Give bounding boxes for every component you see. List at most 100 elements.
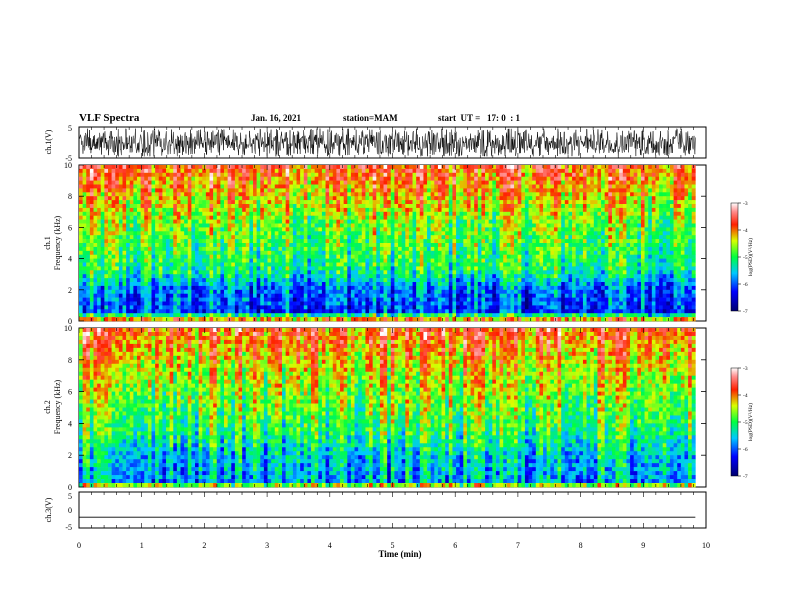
spectrogram-cell — [445, 313, 450, 318]
spectrogram-cell — [441, 282, 446, 287]
spectrogram-cell — [379, 274, 384, 279]
spectrogram-cell — [510, 192, 515, 197]
spectrogram-cell — [122, 258, 127, 263]
spectrogram-cell — [151, 262, 156, 267]
spectrogram-cell — [253, 172, 257, 177]
spectrogram-cell — [79, 184, 83, 189]
spectrogram-cell — [434, 243, 439, 248]
spectrogram-cell — [354, 285, 359, 291]
spectrogram-cell — [205, 243, 210, 248]
spectrogram-cell — [79, 200, 83, 205]
spectrogram-cell — [365, 231, 370, 236]
spectrogram-cell — [303, 219, 308, 224]
spectrogram-cell — [314, 293, 319, 298]
spectrogram-cell — [234, 165, 239, 170]
spectrogram-cell — [405, 176, 410, 181]
spectrogram-cell — [89, 168, 94, 174]
spectrogram-cell — [408, 196, 413, 201]
spectrogram-cell — [205, 219, 210, 224]
spectrogram-cell — [253, 309, 257, 314]
spectrogram-cell — [456, 180, 460, 185]
spectrogram-cell — [398, 254, 402, 259]
spectrogram-cell — [499, 172, 504, 177]
spectrogram-cell — [437, 243, 442, 248]
spectrogram-cell — [321, 266, 326, 271]
spectrogram-cell — [303, 285, 308, 291]
spectrogram-cell — [176, 246, 181, 252]
spectrogram-cell — [176, 278, 181, 283]
spectrogram-cell — [267, 301, 272, 306]
spectrogram-cell — [122, 243, 127, 248]
spectrogram-cell — [481, 227, 486, 232]
spectrogram-cell — [419, 270, 424, 275]
spectrogram-cell — [198, 239, 203, 244]
spectrogram-cell — [488, 289, 493, 294]
spectrogram-cell — [260, 231, 265, 236]
spectrogram-cell — [169, 192, 174, 197]
spectrogram-cell — [311, 317, 315, 322]
spectrogram-cell — [115, 274, 120, 279]
spectrogram-cell — [325, 305, 330, 310]
spectrogram-cell — [470, 188, 475, 193]
spectrogram-cell — [256, 266, 261, 271]
spectrogram-cell — [173, 250, 178, 255]
spectrogram-cell — [89, 293, 94, 298]
spectrogram-cell — [492, 196, 497, 201]
spectrogram-cell — [466, 192, 471, 197]
spectrogram-cell — [365, 262, 370, 267]
spectrogram-cell — [115, 204, 120, 209]
spectrogram-cell — [437, 270, 442, 275]
spectrogram-cell — [162, 235, 167, 240]
spectrogram-cell — [329, 250, 334, 255]
spectrogram-cell — [137, 301, 141, 306]
spectrogram-cell — [445, 192, 450, 197]
spectrogram-cell — [122, 239, 127, 244]
spectrogram-cell — [466, 250, 471, 255]
ch1-waveform-line — [78, 127, 696, 157]
ch1-waveform-panel: 5 -5 ch.1(V) — [44, 124, 707, 163]
spectrogram-cell — [314, 246, 319, 252]
spectrogram-cell — [332, 180, 337, 185]
spectrogram-cell — [93, 204, 98, 209]
spectrogram-cell — [405, 282, 410, 287]
spectrogram-cell — [256, 176, 261, 181]
spectrogram-cell — [100, 215, 105, 220]
spectrogram-cell — [242, 278, 247, 283]
spectrogram-cell — [303, 301, 308, 306]
spectrogram-cell — [354, 235, 359, 240]
spectrogram-cell — [278, 270, 283, 275]
spectrogram-cell — [405, 215, 410, 220]
spectrogram-cell — [89, 227, 94, 232]
spectrogram-cell — [303, 278, 308, 283]
spectrogram-cell — [376, 254, 381, 259]
spectrogram-cell — [398, 285, 402, 291]
spectrogram-cell — [253, 223, 257, 228]
spectrogram-cell — [340, 188, 344, 193]
spectrogram-cell — [459, 258, 464, 263]
spectrogram-cell — [350, 219, 355, 224]
spectrogram-cell — [195, 227, 199, 232]
spectrogram-cell — [104, 254, 109, 259]
spectrogram-cell — [176, 285, 181, 291]
spectrogram-cell — [115, 196, 120, 201]
spectrogram-cell — [108, 250, 112, 255]
spectrogram-cell — [271, 196, 276, 201]
spectrogram-cell — [499, 239, 504, 244]
spectrogram-cell — [423, 231, 428, 236]
spectrogram-cell — [129, 254, 134, 259]
spectrogram-cell — [340, 282, 344, 287]
spectrogram-cell — [387, 297, 392, 302]
spectrogram-cell — [398, 239, 402, 244]
spectrogram-cell — [231, 227, 236, 232]
spectrogram-cell — [285, 176, 290, 181]
spectrogram-cell — [321, 196, 326, 201]
spectrogram-cell — [514, 285, 518, 291]
spectrogram-cell — [137, 243, 141, 248]
spectrogram-cell — [303, 211, 308, 216]
spectrogram-cell — [224, 165, 228, 170]
spectrogram-cell — [521, 231, 526, 236]
spectrogram-cell — [129, 285, 134, 291]
spectrogram-cell — [445, 297, 450, 302]
spectrogram-cell — [365, 266, 370, 271]
spectrogram-cell — [423, 204, 428, 209]
